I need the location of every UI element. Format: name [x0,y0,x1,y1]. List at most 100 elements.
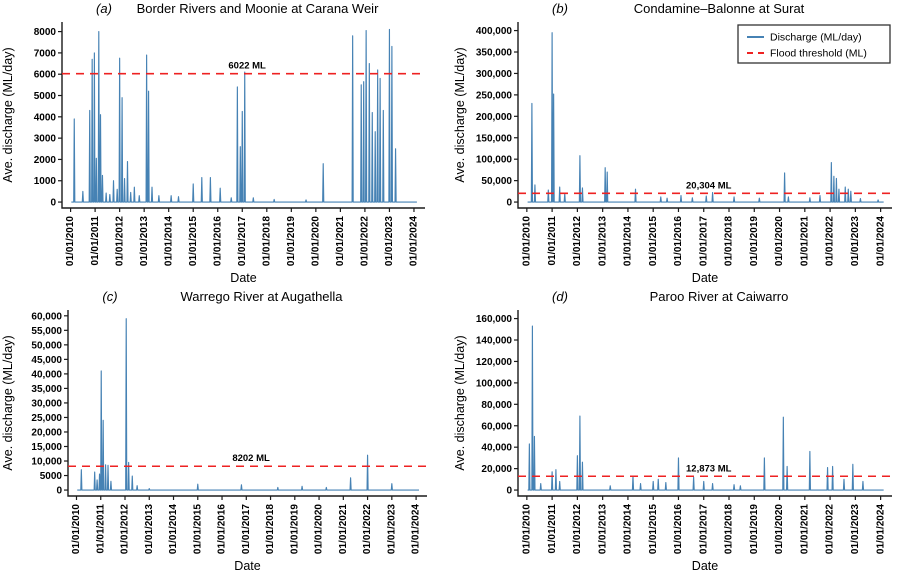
y-tick-label: 15,000 [31,442,62,453]
x-tick-label: 01/01/2017 [698,216,709,266]
x-tick-label: 01/01/2013 [597,504,608,554]
x-axis-ticks: 01/01/2010 01/01/2011 01/01/2012 01/01/2013… [521,496,886,554]
x-tick-label: 01/01/2015 [648,216,659,266]
y-tick-label: 100,000 [476,378,513,389]
y-axis-ticks: 0 20,000 40,000 60,000 80,000 100,000 120,000 1… [476,314,518,497]
y-tick-label: 20,000 [481,464,512,475]
x-tick-label: 01/01/2024 [875,504,886,554]
x-tick-label: 01/01/2021 [338,504,349,554]
x-tick-label: 01/01/2024 [411,504,422,554]
y-tick-label: 35,000 [31,384,62,395]
y-tick-label: 40,000 [31,369,62,380]
x-tick-label: 01/01/2016 [217,504,228,554]
flood-threshold-value-label: 8202 ML [232,453,270,464]
panel-letter: (c) [102,289,117,304]
discharge-line [77,318,419,491]
y-tick-label: 350,000 [476,48,513,59]
x-tick-label: 01/01/2016 [212,216,223,266]
x-axis-label: Date [692,559,718,573]
x-tick-label: 01/01/2019 [749,504,760,554]
x-tick-label: 01/01/2020 [774,504,785,554]
y-axis-label: Ave. discharge (ML/day) [1,47,15,182]
x-tick-label: 01/01/2018 [261,216,272,266]
panel-b-condamine-balonne: (b) Condamine–Balonne at Surat 0 50,000 100,… [452,0,903,288]
axes [517,310,892,497]
y-tick-label: 0 [50,198,56,209]
x-tick-label: 01/01/2014 [168,504,179,554]
y-axis-label: Ave. discharge (ML/day) [1,335,15,470]
x-tick-label: 01/01/2012 [120,504,131,554]
x-tick-label: 01/01/2015 [192,504,203,554]
x-axis-ticks: 01/01/2010 01/01/2011 01/01/2012 01/01/2013… [71,496,422,554]
x-axis-label: Date [234,559,260,573]
chart-d: (d) Paroo River at Caiwarro 0 20,000 40,000 6… [453,289,892,573]
y-tick-label: 30,000 [31,398,62,409]
y-axis-label: Ave. discharge (ML/day) [453,335,467,470]
x-tick-label: 01/01/2017 [237,216,248,266]
chart-b: (b) Condamine–Balonne at Surat 0 50,000 100,… [453,1,892,285]
y-tick-label: 120,000 [476,357,513,368]
x-tick-label: 01/01/2023 [850,504,861,554]
x-tick-label: 01/01/2012 [572,504,583,554]
y-axis-label: Ave. discharge (ML/day) [453,47,467,182]
x-axis-label: Date [692,271,718,285]
x-tick-label: 01/01/2014 [163,216,174,266]
x-tick-label: 01/01/2022 [825,216,836,266]
y-tick-label: 60,000 [31,311,62,322]
discharge-line [527,325,884,491]
x-tick-label: 01/01/2016 [673,504,684,554]
x-tick-label: 01/01/2017 [241,504,252,554]
x-tick-label: 01/01/2021 [799,216,810,266]
x-tick-label: 01/01/2017 [698,504,709,554]
y-tick-label: 4000 [34,112,57,123]
x-tick-label: 01/01/2022 [360,216,371,266]
x-tick-label: 01/01/2010 [65,216,76,266]
y-tick-label: 150,000 [476,133,513,144]
y-tick-label: 10,000 [31,457,62,468]
x-tick-label: 01/01/2019 [749,216,760,266]
x-tick-label: 01/01/2013 [144,504,155,554]
y-tick-label: 2000 [34,155,57,166]
x-tick-label: 01/01/2016 [673,216,684,266]
y-tick-label: 0 [506,486,512,497]
x-tick-label: 01/01/2021 [335,216,346,266]
x-tick-label: 01/01/2022 [362,504,373,554]
y-tick-label: 8000 [34,27,57,38]
x-tick-label: 01/01/2020 [774,216,785,266]
x-tick-label: 01/01/2020 [314,504,325,554]
y-tick-label: 3000 [34,134,57,145]
panel-letter: (a) [96,1,112,16]
x-tick-label: 01/01/2012 [572,216,583,266]
legend-item-label: Discharge (ML/day) [770,32,862,44]
y-tick-label: 200,000 [476,112,513,123]
x-tick-label: 01/01/2018 [724,504,735,554]
y-tick-label: 300,000 [476,69,513,80]
y-axis-ticks: 0 50,000 100,000 150,000 200,000 250,000 300,0… [476,26,518,209]
panel-d-paroo-river: (d) Paroo River at Caiwarro 0 20,000 40,000 6… [452,288,903,576]
panel-title: Warrego River at Augathella [180,289,343,304]
x-tick-label: 01/01/2011 [90,216,101,266]
x-axis-label: Date [230,271,256,285]
x-tick-label: 01/01/2013 [139,216,150,266]
y-tick-label: 40,000 [481,443,512,454]
x-tick-label: 01/01/2020 [310,216,321,266]
y-axis-ticks: 0 1000 2000 3000 4000 5000 6000 7000 8000 [34,27,62,209]
y-tick-label: 0 [56,486,62,497]
x-tick-label: 01/01/2022 [825,504,836,554]
x-tick-label: 01/01/2015 [188,216,199,266]
x-tick-label: 01/01/2019 [289,504,300,554]
panel-letter: (d) [552,289,568,304]
y-tick-label: 60,000 [481,421,512,432]
y-tick-label: 7000 [34,48,57,59]
chart-c: (c) Warrego River at Augathella 0 5000 10,00… [1,289,427,573]
y-tick-label: 6000 [34,70,57,81]
y-tick-label: 160,000 [476,314,513,325]
axes [67,310,427,497]
chart-a: (a) Border Rivers and Moonie at Carana We… [1,1,425,285]
y-tick-label: 5000 [40,471,63,482]
discharge-line [527,32,884,203]
x-tick-label: 01/01/2024 [875,216,886,266]
y-tick-label: 20,000 [31,427,62,438]
x-tick-label: 01/01/2023 [386,504,397,554]
